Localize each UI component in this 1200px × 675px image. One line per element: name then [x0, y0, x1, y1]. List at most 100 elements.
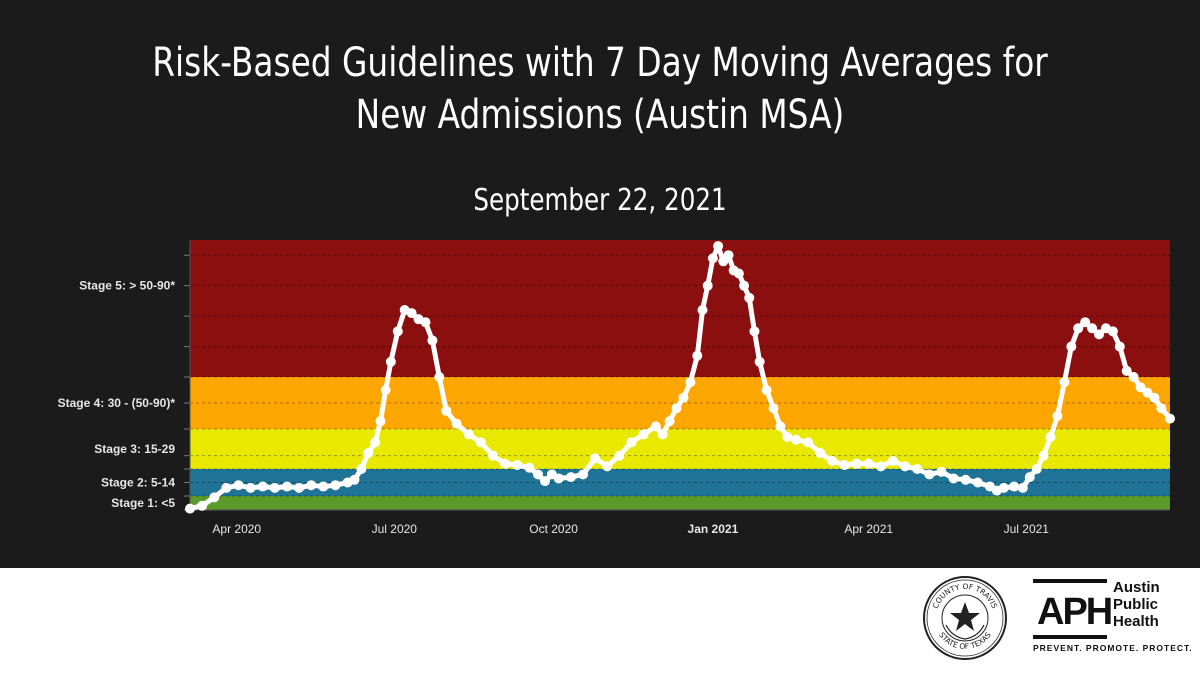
data-point [948, 473, 959, 484]
data-point [281, 481, 292, 492]
data-point [1009, 481, 1020, 492]
data-point [685, 377, 696, 388]
data-point [775, 421, 786, 432]
data-point [233, 480, 244, 491]
x-tick-label: Apr 2020 [212, 522, 261, 536]
data-point [1066, 341, 1077, 352]
data-point [754, 356, 765, 367]
data-point [626, 437, 637, 448]
data-point [385, 356, 396, 367]
data-point [744, 292, 755, 303]
data-point [1135, 382, 1146, 393]
data-point [924, 469, 935, 480]
stage-labels: Stage 1: <5 Stage 2: 5-14 Stage 3: 15-29 St… [58, 279, 176, 510]
data-point [791, 434, 802, 445]
data-point [524, 462, 535, 473]
data-point [370, 437, 381, 448]
data-point [185, 503, 195, 514]
chart-title-line-2: New Admissions (Austin MSA) [355, 92, 845, 138]
data-point [1045, 432, 1056, 442]
data-point [197, 500, 208, 511]
data-point [375, 416, 386, 427]
data-point [803, 437, 814, 448]
aph-mark: APH [1033, 579, 1113, 639]
data-point [221, 482, 232, 493]
aph-letters: APH [1037, 591, 1113, 633]
data-point [565, 472, 576, 483]
data-point [245, 482, 256, 493]
data-point [602, 461, 613, 472]
aph-name-line: Public [1113, 596, 1159, 613]
data-point [960, 474, 971, 485]
data-point [875, 461, 886, 472]
data-point [356, 464, 367, 474]
data-point [1121, 365, 1132, 376]
data-point [827, 456, 838, 466]
data-point [972, 477, 983, 488]
data-point [1114, 341, 1125, 352]
admissions-chart: Stage 1: <5 Stage 2: 5-14 Stage 3: 15-29 St… [58, 240, 1175, 536]
data-point [1107, 326, 1118, 337]
data-point [578, 469, 589, 480]
data-point [406, 308, 417, 319]
data-point [349, 474, 360, 485]
data-point [392, 326, 403, 337]
data-point [749, 326, 760, 337]
data-point [1031, 464, 1042, 474]
stage-label: Stage 4: 30 - (50-90)* [58, 396, 176, 410]
data-point [692, 350, 703, 361]
aph-name-line: Austin [1113, 579, 1160, 596]
data-point [887, 456, 898, 466]
x-tick-label: Apr 2021 [844, 522, 893, 536]
data-point [664, 416, 675, 427]
data-point [1165, 413, 1175, 424]
data-point [1038, 450, 1049, 461]
data-point [1073, 323, 1084, 334]
data-point [723, 250, 734, 261]
stage-bands [190, 240, 1170, 510]
data-point [1017, 482, 1028, 493]
data-point [488, 450, 499, 461]
data-point [702, 280, 713, 291]
data-point [1094, 329, 1105, 340]
data-point [269, 482, 280, 493]
data-point [739, 280, 750, 291]
data-point [851, 458, 862, 469]
data-point [1149, 392, 1160, 403]
x-tick-label: Jan 2021 [688, 522, 739, 536]
data-point [1024, 472, 1035, 483]
band-stage-1 [190, 496, 1170, 510]
data-point [713, 241, 724, 252]
chart-title-line-1: Risk-Based Guidelines with 7 Day Moving … [152, 40, 1048, 86]
aph-name: Austin Public Health [1113, 579, 1160, 630]
data-point [590, 453, 601, 464]
band-stage-5 [190, 240, 1170, 377]
data-point [936, 466, 947, 477]
data-point [1052, 411, 1063, 421]
data-point [451, 418, 462, 429]
x-tick-labels: Apr 2020 Jul 2020 Oct 2020 Jan 2021 Apr 2021… [212, 522, 1049, 536]
data-point [294, 482, 305, 493]
data-point [1156, 403, 1167, 414]
data-point [420, 317, 431, 328]
x-tick-label: Jul 2020 [372, 522, 418, 536]
chart-date: September 22, 2021 [473, 183, 727, 218]
data-point [1087, 323, 1098, 334]
data-point [427, 335, 438, 346]
x-tick-label: Jul 2021 [1004, 522, 1050, 536]
data-point [697, 305, 708, 316]
data-point [209, 492, 220, 503]
footer [0, 568, 1200, 675]
aph-logo: APH Austin Public Health PREVENT. PROMOT… [1033, 579, 1192, 655]
data-point [863, 458, 874, 469]
data-point [839, 460, 850, 470]
data-point [815, 448, 826, 458]
data-point [1128, 372, 1139, 382]
data-point [318, 481, 329, 492]
data-point [638, 429, 649, 440]
stage-label: Stage 5: > 50-90* [79, 279, 175, 293]
data-point [678, 392, 689, 403]
travis-county-seal: COUNTY OF TRAVIS STATE OF TEXAS [923, 576, 1007, 660]
data-point [912, 464, 923, 474]
